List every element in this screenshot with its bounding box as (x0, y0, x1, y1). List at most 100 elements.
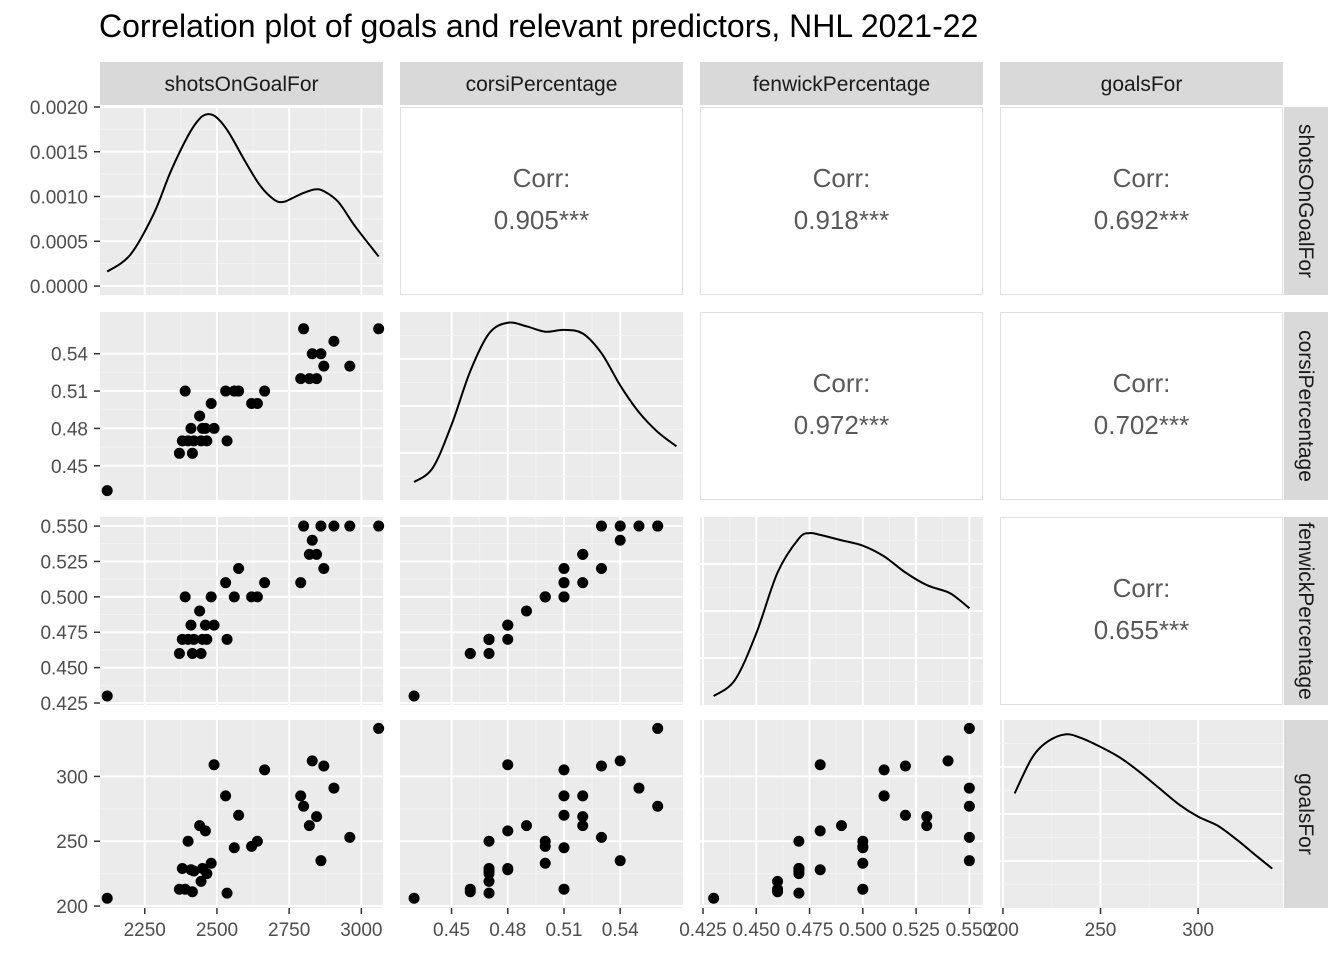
data-point (295, 790, 307, 802)
data-point (318, 360, 330, 372)
data-point (921, 811, 933, 823)
panel-goalsFor-goalsFor (1000, 720, 1283, 908)
data-point (259, 577, 271, 589)
data-point (221, 435, 233, 447)
chart-title: Correlation plot of goals and relevant p… (99, 8, 979, 44)
data-point (899, 809, 911, 821)
data-point (173, 647, 185, 659)
data-point (878, 764, 890, 776)
data-point (185, 422, 197, 434)
data-point (521, 605, 533, 617)
x-tick-label: 0.475 (786, 920, 834, 941)
x-tick-label: 250 (1085, 920, 1117, 941)
data-point (577, 577, 589, 589)
y-tick-label: 0.475 (40, 623, 88, 644)
panel-corsiPercentage-shotsOnGoalFor (100, 312, 385, 500)
y-tick-label: 0.45 (51, 457, 88, 478)
data-point (652, 800, 664, 812)
data-point (344, 831, 356, 843)
data-point (182, 835, 194, 847)
correlation-value: 0.692*** (1094, 205, 1189, 235)
strip-background (1284, 107, 1328, 295)
y-tick-label: 0.500 (40, 588, 88, 609)
data-point (539, 835, 551, 847)
data-point (483, 868, 495, 880)
data-point (318, 563, 330, 575)
x-tick-label: 0.425 (679, 920, 727, 941)
data-point (595, 760, 607, 772)
data-point (201, 435, 213, 447)
data-point (344, 520, 356, 532)
data-point (502, 862, 514, 874)
data-point (857, 883, 869, 895)
data-point (772, 886, 784, 898)
data-point (502, 633, 514, 645)
panel-shotsOnGoalFor-goalsFor: Corr: 0.692*** (1000, 107, 1283, 295)
data-point (233, 385, 245, 397)
data-point (101, 892, 113, 904)
data-point (577, 811, 589, 823)
data-point (483, 875, 495, 887)
panel-shotsOnGoalFor-corsiPercentage: Corr: 0.905*** (400, 107, 683, 295)
data-point (221, 633, 233, 645)
data-point (298, 520, 310, 532)
data-point (311, 811, 323, 823)
data-point (315, 348, 327, 360)
y-tick-label: 250 (56, 832, 88, 853)
column-strip-goalsFor: goalsFor (1000, 62, 1283, 105)
data-point (502, 825, 514, 837)
correlation-panel (700, 312, 983, 500)
strip-background (100, 62, 383, 105)
data-point (199, 619, 211, 631)
data-point (408, 892, 420, 904)
y-tick-label: 0.425 (40, 694, 88, 715)
data-point (963, 855, 975, 867)
data-point (195, 875, 207, 887)
data-point (315, 855, 327, 867)
data-point (577, 548, 589, 560)
data-point (408, 690, 420, 702)
strip-background (1284, 720, 1328, 908)
panel-fenwickPercentage-fenwickPercentage (700, 517, 983, 705)
data-point (857, 857, 869, 869)
data-point (328, 335, 340, 347)
data-point (539, 857, 551, 869)
data-point (101, 485, 113, 497)
y-tick-label: 0.0020 (30, 98, 88, 119)
data-point (298, 323, 310, 335)
data-point (793, 868, 805, 880)
data-point (186, 647, 198, 659)
panel-background (100, 517, 383, 705)
data-point (502, 619, 514, 631)
data-point (373, 722, 385, 734)
x-tick-label: 0.550 (946, 920, 994, 941)
data-point (595, 520, 607, 532)
data-point (101, 690, 113, 702)
density-curve (1013, 733, 1273, 870)
strip-label: shotsOnGoalFor (1294, 124, 1317, 278)
correlation-panel (400, 107, 683, 295)
y-tick-label: 0.0015 (30, 143, 88, 164)
data-point (306, 348, 318, 360)
data-point (199, 825, 211, 837)
density-curve (713, 531, 971, 697)
correlation-value: 0.905*** (494, 205, 589, 235)
y-tick-label: 0.525 (40, 552, 88, 573)
panel-goalsFor-fenwickPercentage (700, 720, 983, 908)
panel-goalsFor-corsiPercentage (400, 720, 683, 908)
correlation-label: Corr: (1113, 368, 1171, 398)
data-point (220, 577, 232, 589)
panel-fenwickPercentage-shotsOnGoalFor (100, 517, 385, 705)
x-axis-fenwickPercentage: 0.425 0.450 0.475 0.500 0.525 0.550 (679, 908, 993, 941)
data-point (483, 835, 495, 847)
data-point (195, 647, 207, 659)
y-tick-label: 0.54 (51, 345, 88, 366)
strip-background (1284, 312, 1328, 500)
strip-label: shotsOnGoalFor (164, 73, 318, 96)
data-point (614, 755, 626, 767)
density-curve (413, 321, 678, 483)
data-point (251, 835, 263, 847)
data-point (188, 865, 200, 877)
data-point (328, 782, 340, 794)
data-point (295, 373, 307, 385)
